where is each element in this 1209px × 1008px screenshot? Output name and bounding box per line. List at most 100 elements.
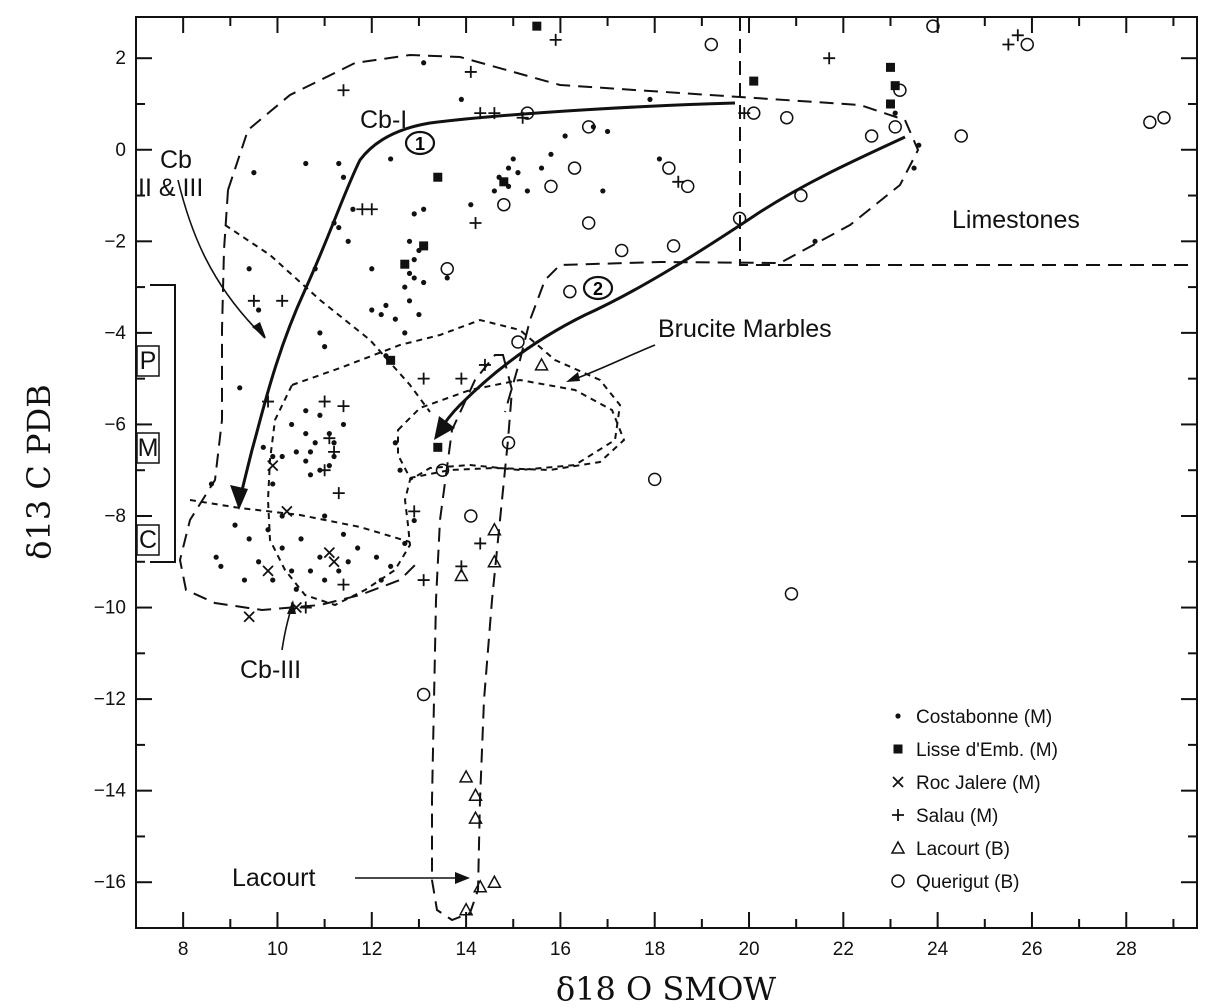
data-point-circle <box>666 239 681 253</box>
data-point-triangle <box>472 879 488 893</box>
trend-1-label: 1 <box>415 134 425 154</box>
data-point-dot <box>604 128 611 135</box>
data-point-plus <box>337 400 350 413</box>
data-point-dot <box>317 330 323 336</box>
legend-markers <box>890 713 906 888</box>
legend: Costabonne (M) Lisse d'Emb. (M) Roc Jale… <box>890 707 1058 893</box>
data-point-circle <box>567 161 582 175</box>
lacourt-pointer-head <box>455 872 470 884</box>
data-point-dot <box>411 275 417 281</box>
data-point-dot <box>911 165 917 171</box>
data-point-dot <box>312 266 318 272</box>
pmc-box-m <box>136 432 160 464</box>
trend-2-marker <box>582 275 614 301</box>
data-point-x <box>290 601 302 614</box>
data-point-plus <box>247 294 260 307</box>
data-point-circle <box>464 509 478 523</box>
data-point-plus <box>474 537 487 550</box>
data-point-dot <box>270 453 276 460</box>
data-point-square <box>885 62 895 72</box>
data-point-x <box>328 556 340 568</box>
data-point-plus <box>549 33 562 46</box>
data-point-circle <box>926 19 940 33</box>
data-point-dot <box>345 559 351 565</box>
data-point-dot <box>406 238 413 244</box>
data-point-dot <box>331 220 337 226</box>
data-point-circle <box>520 106 535 120</box>
data-point-triangle <box>458 902 474 916</box>
data-point-circle <box>563 284 577 299</box>
data-point-circle <box>888 120 902 134</box>
data-point-dot <box>213 554 219 560</box>
data-point-dot <box>378 577 384 583</box>
legend-marker-square <box>893 744 903 754</box>
y-tick-label: −10 <box>94 598 126 619</box>
data-point-dot <box>468 202 474 208</box>
data-point-circle <box>440 262 454 276</box>
data-point-dot <box>505 165 512 171</box>
data-point-dot <box>331 440 337 446</box>
data-point-square <box>400 259 410 269</box>
cb-ii-iii-label-line2: II & III <box>138 174 203 202</box>
legend-marker-plus <box>892 809 904 821</box>
x-tick-label: 24 <box>927 939 949 960</box>
data-point-circle <box>864 129 879 143</box>
data-point-dot <box>293 586 299 592</box>
data-point-circle <box>544 179 558 194</box>
y-tick-label: −8 <box>104 506 126 527</box>
data-point-x <box>267 459 279 472</box>
lacourt-field-boundary <box>431 354 514 922</box>
data-point-plus <box>478 358 491 371</box>
region-labels: Cb-I Cb II & III Cb-III Limestones Bruci… <box>138 106 1080 892</box>
data-point-circle <box>893 83 907 97</box>
data-point-circle <box>581 120 596 134</box>
data-point-plus <box>1002 38 1015 51</box>
data-point-square <box>386 355 396 365</box>
pmc-box-c <box>136 524 160 556</box>
y-tick-label: −6 <box>104 414 126 435</box>
x-tick-label: 8 <box>178 939 189 960</box>
data-point-triangle <box>487 554 502 568</box>
data-point-triangle <box>468 810 483 824</box>
data-point-dot <box>289 421 295 428</box>
data-point-plus <box>337 578 350 591</box>
legend-label-lacourt: Lacourt (B) <box>916 839 1010 860</box>
brucite-pointer-head <box>566 372 580 382</box>
data-point-dot <box>322 344 328 350</box>
data-point-circle <box>784 587 799 601</box>
data-point-dot <box>515 170 521 176</box>
x-tick-label: 12 <box>361 939 382 960</box>
data-point-dot <box>303 160 309 167</box>
cb-ii-iii-label-line1: Cb <box>160 146 192 174</box>
data-point-dot <box>397 467 403 473</box>
data-point-circle <box>1143 115 1157 130</box>
data-point-dot <box>322 513 328 519</box>
data-point-circle <box>662 161 676 175</box>
y-tick-label: −4 <box>104 323 126 344</box>
brucite-pointer <box>571 344 656 381</box>
data-point-dot <box>265 527 271 533</box>
data-point-circle <box>511 335 525 349</box>
data-point-dot <box>411 517 417 524</box>
data-point-dot <box>307 568 314 574</box>
data-point-square <box>532 21 542 31</box>
data-point-dot <box>303 430 309 437</box>
data-point-dot <box>406 270 413 276</box>
legend-marker-x <box>892 776 904 788</box>
pmc-bracket: P M C <box>136 284 176 563</box>
limestones-label: Limestones <box>952 206 1080 234</box>
trend-2-arrowhead <box>434 416 455 440</box>
data-point-dot <box>812 238 818 244</box>
data-point-dot <box>293 449 299 455</box>
data-point-dot <box>336 160 342 167</box>
trend-lines <box>230 101 906 510</box>
cb-ii-iii-field-boundary <box>178 189 416 612</box>
cb-ii-iii-pointer <box>177 179 266 339</box>
data-point-dot <box>326 463 332 469</box>
x-tick-label: 10 <box>267 939 288 960</box>
data-point-plus <box>823 52 836 65</box>
data-point-dot <box>307 472 314 478</box>
data-point-circle <box>1020 37 1034 52</box>
data-point-dot <box>388 156 394 162</box>
data-point-plus <box>365 203 378 216</box>
